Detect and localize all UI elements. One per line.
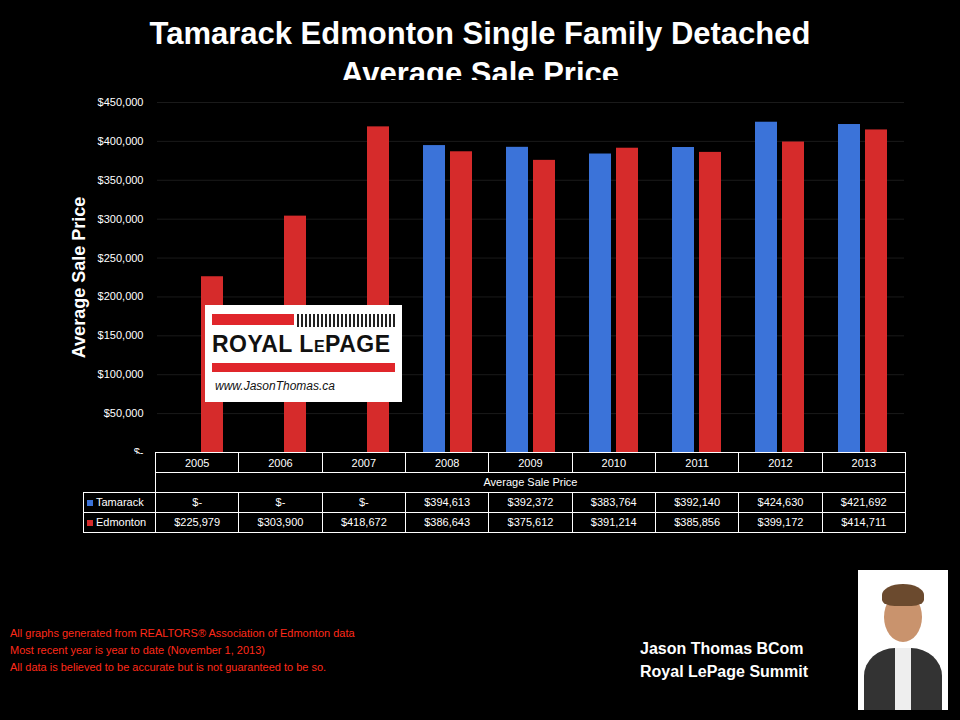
- html-text:$421,692: $421,692: [840, 496, 887, 508]
- svg-text:$100,000: $100,000: [98, 368, 144, 380]
- html-text:$386,643: $386,643: [424, 516, 471, 528]
- html-text:All data is believed to be acc: All data is believed to be accurate but …: [10, 661, 327, 673]
- html-text:Jason Thomas BCom: Jason Thomas BCom: [640, 640, 804, 657]
- html-text:$385,856: $385,856: [674, 516, 721, 528]
- html-text:All graphs generated from REAL: All graphs generated from REALTORS® Asso…: [10, 627, 355, 639]
- html-text:2007: 2007: [351, 456, 377, 469]
- html-text:2009: 2009: [518, 456, 543, 469]
- html-text:$394,613: $394,613: [424, 496, 471, 508]
- html-text:2010: 2010: [601, 456, 626, 469]
- html-text:$399,172: $399,172: [757, 516, 804, 528]
- html-text:$391,214: $391,214: [590, 516, 637, 528]
- html-text:www.JasonThomas.ca: www.JasonThomas.ca: [215, 379, 335, 393]
- html-text:$424,630: $424,630: [757, 496, 804, 508]
- html-text:Average Sale Price: Average Sale Price: [341, 56, 619, 91]
- html-text:2005: 2005: [184, 456, 210, 469]
- html-text:$392,140: $392,140: [674, 496, 721, 508]
- svg-text:$300,000: $300,000: [98, 213, 144, 225]
- html-text:Most recent year is year to da: Most recent year is year to date (Novemb…: [10, 644, 265, 656]
- svg-text:$150,000: $150,000: [98, 329, 144, 341]
- svg-text:$400,000: $400,000: [98, 135, 144, 147]
- svg-text:$200,000: $200,000: [98, 290, 144, 302]
- html-text:$418,672: $418,672: [340, 516, 387, 528]
- html-text:Tamarack Edmonton Single Famil: Tamarack Edmonton Single Family Detached: [149, 16, 811, 51]
- html-text:$414,711: $414,711: [841, 516, 887, 528]
- html-text:$383,764: $383,764: [590, 496, 637, 508]
- html-text:ROYAL LePAGE: ROYAL LePAGE: [212, 331, 391, 357]
- html-text:2008: 2008: [434, 456, 460, 469]
- html-text:$225,979: $225,979: [174, 516, 221, 528]
- html-text:Tamarack: Tamarack: [96, 496, 144, 508]
- html-text:$375,612: $375,612: [507, 516, 554, 528]
- html-text:2006: 2006: [268, 456, 293, 469]
- html-text:$303,900: $303,900: [257, 516, 304, 528]
- html-text:Average Sale Price: Average Sale Price: [483, 476, 578, 489]
- svg-text:$50,000: $50,000: [104, 407, 144, 419]
- svg-text:Average Sale Price: Average Sale Price: [69, 197, 89, 358]
- html-text:Royal LePage Summit: Royal LePage Summit: [640, 663, 808, 680]
- html-text:2012: 2012: [768, 456, 793, 469]
- svg-text:$-: $-: [134, 446, 144, 454]
- html-text:Edmonton: Edmonton: [96, 516, 147, 528]
- svg-text:$250,000: $250,000: [98, 252, 144, 264]
- svg-text:$350,000: $350,000: [98, 174, 144, 186]
- html-text:2013: 2013: [851, 456, 876, 469]
- html-text:2011: 2011: [685, 456, 709, 469]
- svg-text:$450,000: $450,000: [98, 96, 144, 108]
- html-text:$392,372: $392,372: [507, 496, 554, 508]
